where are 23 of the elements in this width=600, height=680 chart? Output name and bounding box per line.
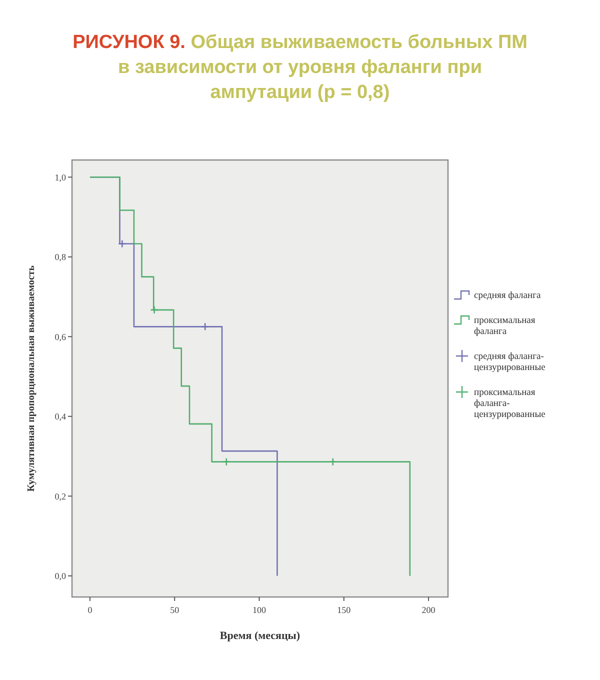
point — [222, 458, 231, 466]
chart-title: РИСУНОК 9. Общая выживаемость больных ПМ в зависимости от уровня фаланги при ампутации (p = 0,8) — [72, 32, 528, 103]
point — [200, 322, 210, 331]
y-tick-label: 0,8 — [54, 252, 66, 262]
x-tick-label: 0 — [88, 605, 93, 615]
y-tick-label: 0,6 — [54, 332, 66, 342]
y-tick-label: 0,2 — [54, 491, 66, 502]
x-tick-label: 100 — [252, 605, 266, 615]
y-tick-label: 1,0 — [54, 172, 66, 182]
point — [328, 458, 338, 466]
legend-label: проксимальная фаланга-цензурированные — [474, 388, 546, 420]
x-axis-title: Время (месяцы) — [220, 630, 300, 642]
point — [118, 240, 126, 248]
legend-label: проксимальная фаланга — [474, 316, 536, 337]
legend-label: средняя фаланга — [474, 291, 542, 301]
x-tick-label: 50 — [170, 605, 180, 615]
point — [150, 306, 158, 314]
x-tick-label: 200 — [422, 605, 436, 615]
y-tick-label: 0,0 — [54, 571, 66, 582]
y-tick-label: 0,4 — [54, 412, 66, 422]
x-tick-label: 150 — [337, 605, 352, 615]
legend-label: средняя фаланга-цензурированные — [474, 352, 546, 373]
y-axis-title: Кумулятивная пропорциональная выживаемость — [26, 264, 37, 492]
